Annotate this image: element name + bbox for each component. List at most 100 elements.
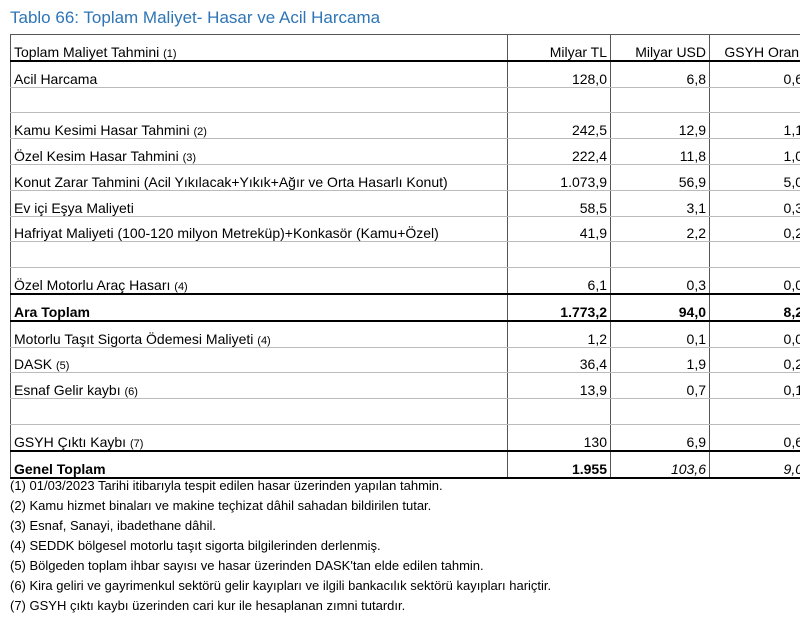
value-cell: 6,8	[610, 60, 710, 88]
label-cell: GSYH Çıktı Kaybı (7)	[10, 424, 508, 452]
label: Konut Zarar Tahmini (Acil Yıkılacak+Yıkı…	[14, 173, 448, 190]
blank-cell	[10, 398, 508, 425]
row: Acil Harcama 128,06,80,6	[10, 60, 800, 88]
footnotes: (1) 01/03/2023 Tarihi itibarıyla tespit …	[10, 476, 551, 616]
row: Konut Zarar Tahmini (Acil Yıkılacak+Yıkı…	[10, 164, 800, 191]
value-cell: 13,9	[507, 372, 611, 400]
blank-row	[10, 398, 800, 425]
label-cell: Genel Toplam	[10, 449, 508, 479]
row: Esnaf Gelir kaybı (6)13,90,70,1	[10, 372, 800, 400]
label: GSYH Çıktı Kaybı	[14, 433, 127, 450]
note: (1)	[163, 47, 177, 60]
blank-cell	[610, 87, 710, 114]
blank-cell	[709, 241, 800, 269]
value-cell: 0,6	[709, 60, 800, 88]
label-cell: Toplam Maliyet Tahmini (1)	[10, 33, 508, 62]
value-cell: 5,0	[709, 164, 800, 191]
header-cell: Milyar TL	[507, 33, 611, 62]
row: Kamu Kesimi Hasar Tahmini (2) 242,5 12,9 1,…	[10, 112, 800, 140]
label-cell: Özel Kesim Hasar Tahmini (3)	[10, 138, 508, 165]
blank-cell	[10, 87, 508, 114]
label-cell: Ev içi Eşya Maliyeti	[10, 190, 508, 217]
value-cell: 242,5	[507, 112, 611, 140]
row: Hafriyat Maliyeti (100-120 milyon Metrek…	[10, 216, 800, 243]
label-cell: Motorlu Taşıt Sigorta Ödemesi Maliyeti (…	[10, 320, 508, 348]
label: DASK	[14, 356, 53, 373]
note: (2)	[193, 126, 207, 139]
label: Özel Motorlu Araç Hasarı	[14, 276, 171, 293]
blank-cell	[507, 241, 611, 269]
value-cell: 1.955	[507, 449, 611, 479]
note: (4)	[174, 280, 188, 293]
header-row: Toplam Maliyet Tahmini (1) Milyar TL Milya…	[10, 33, 800, 62]
value-cell: 0,7	[610, 372, 710, 400]
value-cell: 6,9	[610, 424, 710, 452]
row: Ara Toplam 1.773,294,08,2	[10, 292, 800, 322]
label-cell: Ara Toplam	[10, 292, 508, 322]
header-cell: Milyar USD	[610, 33, 710, 62]
blank-cell	[507, 87, 611, 114]
value-cell: 0,1	[709, 372, 800, 400]
label-cell: DASK (5)	[10, 347, 508, 374]
value-cell: 56,9	[610, 164, 710, 191]
label: Özel Kesim Hasar Tahmini	[14, 147, 179, 164]
value-cell: 1.773,2	[507, 292, 611, 322]
blank-cell	[507, 398, 611, 425]
blank-cell	[709, 398, 800, 425]
value-cell: 0,0	[709, 320, 800, 348]
row: Özel Kesim Hasar Tahmini (3)222,411,81,0	[10, 138, 800, 165]
footnote: (6) Kira geliri ve gayrimenkul sektörü g…	[10, 578, 552, 593]
note: (3)	[182, 151, 197, 164]
note: (5)	[56, 360, 70, 373]
value-cell: 11,8	[610, 138, 710, 165]
footnote: (3) Esnaf, Sanayi, ibadethane dâhil.	[10, 518, 216, 533]
footnote: (5) Bölgeden toplam ihbar sayısı ve hasa…	[10, 558, 484, 573]
value-cell: 41,9	[507, 216, 611, 243]
label-cell: Hafriyat Maliyeti (100-120 milyon Metrek…	[10, 216, 508, 243]
label-cell: Esnaf Gelir kaybı (6)	[10, 372, 508, 400]
value-cell: 6,1	[507, 267, 611, 295]
value-cell: 0,0	[709, 267, 800, 295]
label: Ev içi Eşya Maliyeti	[14, 199, 134, 216]
blank-row	[10, 87, 800, 114]
value-cell: 1,0	[709, 138, 800, 165]
value-cell: 12,9	[610, 112, 710, 140]
value-cell: 103,6	[610, 449, 710, 479]
value-cell: 2,2	[610, 216, 710, 243]
row: DASK (5)36,41,90,2	[10, 347, 800, 374]
label-cell: Konut Zarar Tahmini (Acil Yıkılacak+Yıkı…	[10, 164, 508, 191]
note: (4)	[257, 334, 271, 347]
label: Esnaf Gelir kaybı	[14, 382, 121, 399]
label-cell: Özel Motorlu Araç Hasarı (4)	[10, 267, 508, 295]
table-title: Tablo 66: Toplam Maliyet- Hasar ve Acil …	[10, 8, 381, 27]
cost-table: Toplam Maliyet Tahmini (1) Milyar TL Milya…	[10, 33, 800, 479]
footnote: (7) GSYH çıktı kaybı üzerinden cari kur …	[10, 598, 406, 613]
label-cell: Kamu Kesimi Hasar Tahmini (2)	[10, 112, 508, 140]
note: (6)	[124, 386, 138, 399]
value-cell: 0,3	[709, 190, 800, 217]
label: Ara Toplam	[14, 303, 90, 320]
value-cell: 0,3	[610, 267, 710, 295]
footnote: (1) 01/03/2023 Tarihi itibarıyla tespit …	[10, 478, 443, 493]
value-cell: 0,1	[610, 320, 710, 348]
value-cell: 58,5	[507, 190, 611, 217]
label: Acil Harcama	[14, 70, 98, 87]
label: Hafriyat Maliyeti (100-120 milyon Metrek…	[14, 225, 439, 242]
value-cell: 0,2	[709, 216, 800, 243]
label: Genel Toplam	[14, 460, 106, 477]
blank-row	[10, 241, 800, 269]
value-cell: 0,2	[709, 347, 800, 374]
row: Motorlu Taşıt Sigorta Ödemesi Maliyeti (…	[10, 320, 800, 348]
label: Motorlu Taşıt Sigorta Ödemesi Maliyeti	[14, 330, 254, 347]
value-cell: 9,0	[709, 449, 800, 479]
label: Toplam Maliyet Tahmini	[14, 43, 160, 60]
value-cell: 128,0	[507, 60, 611, 88]
value-cell: 8,2	[709, 292, 800, 322]
blank-cell	[610, 241, 710, 269]
value-cell: 94,0	[610, 292, 710, 322]
value-cell: 0,6	[709, 424, 800, 452]
blank-cell	[610, 398, 710, 425]
